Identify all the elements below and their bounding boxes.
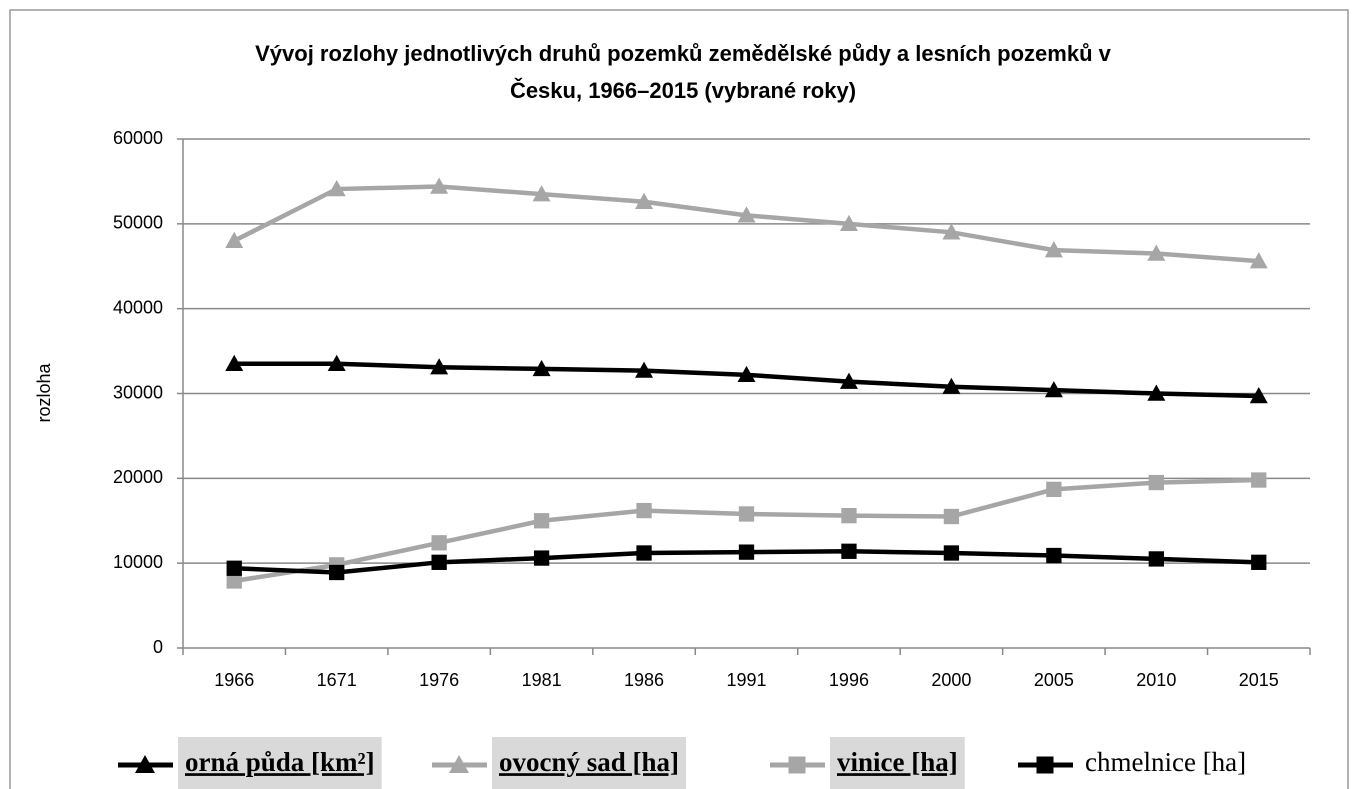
y-axis-label: rozloha — [34, 362, 54, 422]
marker — [226, 560, 242, 576]
x-tick-label: 2010 — [1136, 670, 1176, 690]
marker — [533, 513, 550, 529]
marker — [1251, 554, 1267, 570]
chart-title: Česku, 1966–2015 (vybrané roky) — [510, 78, 856, 103]
y-tick-label: 10000 — [113, 552, 163, 572]
marker — [1249, 387, 1268, 404]
marker — [1249, 252, 1268, 269]
marker — [738, 544, 755, 560]
marker — [1046, 481, 1062, 498]
chart-frame — [9, 9, 1349, 789]
marker — [1148, 474, 1164, 491]
y-tick-label: 40000 — [113, 297, 163, 317]
marker — [635, 361, 654, 378]
marker — [430, 177, 449, 194]
marker — [841, 543, 857, 559]
marker — [1046, 547, 1062, 564]
marker — [737, 365, 756, 383]
marker — [839, 372, 858, 389]
marker — [1147, 384, 1166, 401]
marker — [431, 554, 447, 570]
marker — [225, 354, 244, 372]
marker — [533, 550, 550, 566]
marker — [636, 545, 652, 561]
legend-label: chmelnice [ha] — [1085, 747, 1246, 777]
legend-bg — [830, 737, 965, 789]
marker — [635, 192, 654, 209]
x-tick-label: 2005 — [1034, 670, 1074, 690]
y-tick-label: 50000 — [113, 213, 163, 233]
marker — [788, 756, 806, 774]
y-tick-label: 30000 — [113, 382, 163, 402]
marker — [430, 358, 449, 375]
marker — [135, 755, 155, 773]
chart-title: Vývoj rozlohy jednotlivých druhů pozemků… — [255, 41, 1112, 66]
marker — [943, 545, 960, 561]
marker — [327, 180, 346, 197]
marker — [942, 223, 961, 240]
x-tick-label: 1981 — [522, 670, 562, 690]
x-tick-label: 1976 — [419, 670, 459, 690]
marker — [532, 359, 551, 377]
legend-label: ovocný sad [ha] — [499, 747, 679, 777]
x-tick-label: 1966 — [214, 670, 254, 690]
marker — [839, 214, 858, 232]
marker — [1044, 241, 1063, 258]
marker — [431, 535, 447, 551]
legend-bg — [492, 737, 687, 789]
marker — [738, 506, 755, 522]
legend-label: vinice [ha] — [837, 747, 958, 777]
y-tick-label: 60000 — [113, 128, 163, 148]
marker — [1147, 244, 1166, 261]
legend-bg — [178, 737, 382, 789]
marker — [636, 502, 652, 519]
marker — [737, 206, 756, 223]
x-tick-label: 1986 — [624, 670, 664, 690]
x-tick-label: 2000 — [931, 670, 971, 690]
x-tick-label: 2015 — [1239, 670, 1279, 690]
marker — [1251, 472, 1267, 488]
marker — [449, 755, 469, 773]
marker — [532, 185, 551, 202]
marker — [225, 231, 244, 248]
x-tick-label: 1991 — [726, 670, 766, 690]
marker — [1044, 381, 1063, 398]
marker — [1036, 756, 1054, 774]
legend-label: orná půda [km²] — [185, 747, 375, 777]
marker — [943, 508, 960, 525]
x-tick-label: 1996 — [829, 670, 869, 690]
x-tick-label: 1671 — [317, 670, 357, 690]
marker — [327, 354, 346, 372]
marker — [226, 573, 242, 589]
marker — [841, 508, 857, 524]
marker — [942, 377, 961, 394]
y-tick-label: 20000 — [113, 467, 163, 487]
y-tick-label: 0 — [153, 637, 163, 657]
marker — [1148, 551, 1164, 567]
marker — [329, 564, 345, 581]
